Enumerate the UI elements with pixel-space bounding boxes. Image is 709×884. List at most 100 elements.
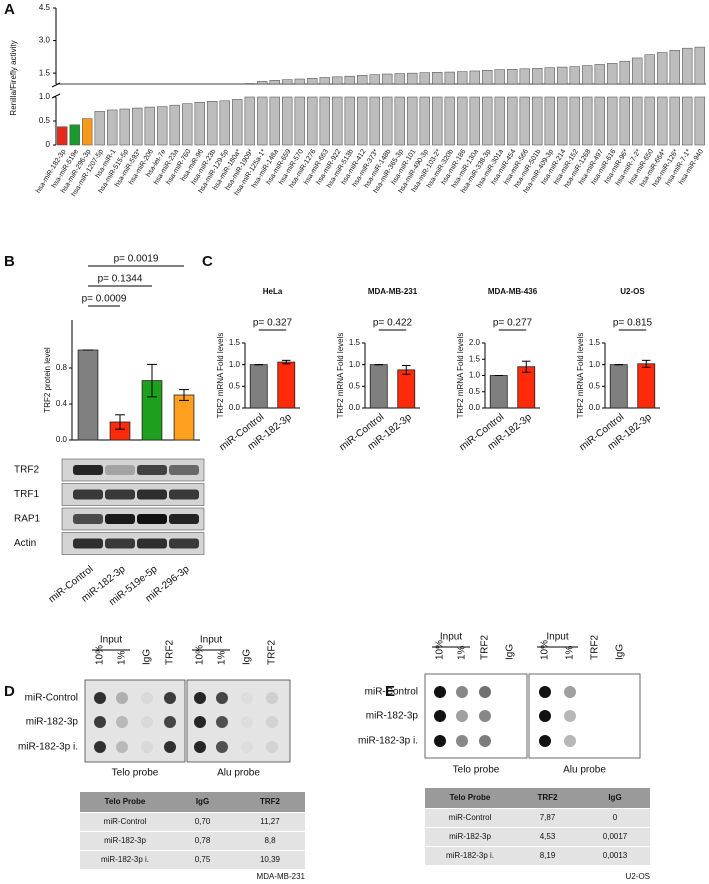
bar (94, 111, 105, 146)
y-tick-label: 1.0 (39, 92, 51, 101)
table-row-bg (80, 813, 305, 831)
dot (241, 716, 253, 728)
p-value: p= 0.422 (373, 318, 413, 329)
y-tick-label: 0.5 (589, 381, 601, 390)
bar-upper (544, 67, 555, 85)
table-cell: miR-182-3p i. (446, 851, 494, 860)
column-label: IgG (505, 644, 516, 660)
y-axis-title: TRF2 protein level (43, 347, 52, 413)
bar (219, 100, 230, 146)
bar-lower (369, 96, 380, 146)
dot (479, 686, 491, 698)
dot (194, 716, 206, 728)
bar-lower (519, 96, 530, 146)
bar-lower (307, 96, 318, 146)
bar-lower (319, 96, 330, 146)
chart-title: MDA-MB-436 (488, 287, 538, 296)
y-tick-label: 0 (46, 140, 51, 149)
bar-upper (369, 74, 380, 85)
dot (539, 710, 551, 722)
y-tick-label: 1.5 (589, 338, 601, 347)
table-header-bg (80, 792, 305, 812)
dot (216, 716, 228, 728)
p-value: p= 0.815 (613, 318, 653, 329)
y-tick-label: 1.5 (229, 338, 241, 347)
dot (434, 686, 446, 698)
bar (157, 106, 168, 146)
blot-band (73, 489, 103, 500)
y-tick-label: 0.4 (56, 399, 68, 408)
table-cell: miR-Control (449, 813, 492, 822)
bar-lower (494, 96, 505, 146)
bar-lower (432, 96, 443, 146)
blot-band (73, 514, 103, 524)
bar (82, 118, 93, 146)
column-label: IgG (615, 644, 626, 660)
bar (173, 394, 195, 441)
bar-lower (569, 96, 580, 146)
bar (169, 104, 180, 146)
table-cell: 10,39 (260, 855, 281, 864)
blot-band (105, 489, 135, 500)
table-cell: 4,53 (540, 832, 556, 841)
table-cell: 7,87 (540, 813, 556, 822)
bar-lower (332, 96, 343, 146)
bar-upper (532, 68, 543, 85)
input-label: Input (546, 632, 568, 643)
y-tick-label: 4.5 (39, 3, 51, 12)
table-cell: 11,27 (260, 817, 280, 826)
bar-upper (319, 77, 330, 85)
y-tick-label: 0.5 (229, 381, 241, 390)
y-tick-label: 3.0 (39, 36, 51, 45)
bar-upper (594, 64, 605, 85)
y-axis-title: TRF2 mRNA Fold levels (336, 333, 345, 419)
table-cell: 0,75 (195, 855, 211, 864)
chart-title: U2-OS (620, 287, 645, 296)
table-header: IgG (196, 797, 209, 806)
y-axis-title: TRF2 mRNA Fold levels (576, 333, 585, 419)
table-header-bg (425, 788, 650, 808)
bar (132, 107, 143, 146)
row-label: miR-182-3p (366, 711, 419, 722)
bar-lower (532, 96, 543, 146)
column-label: 1% (565, 645, 576, 660)
dot (479, 735, 491, 747)
y-tick-label: 2.0 (469, 338, 481, 347)
bar (77, 349, 99, 441)
input-label: Input (200, 635, 222, 646)
dot (564, 710, 576, 722)
dot (564, 686, 576, 698)
probe-label: Telo probe (453, 765, 500, 776)
p-value: p= 0.0009 (82, 294, 127, 305)
bar-lower (257, 96, 268, 146)
bar-lower (694, 96, 705, 146)
bar-lower (244, 96, 255, 146)
column-label: TRF2 (480, 635, 491, 660)
dot (94, 716, 106, 728)
bar (69, 124, 80, 146)
bar-upper (269, 80, 280, 85)
bar-upper (557, 66, 568, 85)
table-row-bg (425, 828, 650, 846)
table-header: Telo Probe (105, 797, 146, 806)
table-cell: 0 (613, 813, 618, 822)
bar (397, 369, 416, 409)
bar-upper (444, 71, 455, 85)
bar-upper (494, 69, 505, 85)
bar-upper (482, 70, 493, 85)
row-label: miR-Control (25, 693, 78, 704)
y-axis-title: Renilla/Firefly activity (9, 40, 18, 115)
dot (434, 735, 446, 747)
y-tick-label: 1.5 (39, 68, 51, 77)
bar-upper (432, 72, 443, 85)
y-tick-label: 1.0 (229, 360, 241, 369)
panel-letter: C (202, 253, 213, 270)
dot (116, 716, 128, 728)
bar-upper (669, 50, 680, 85)
dot (164, 741, 176, 753)
blot-band (105, 514, 135, 524)
dot (116, 741, 128, 753)
blot-label: TRF2 (14, 465, 39, 476)
blot-band (137, 538, 167, 549)
